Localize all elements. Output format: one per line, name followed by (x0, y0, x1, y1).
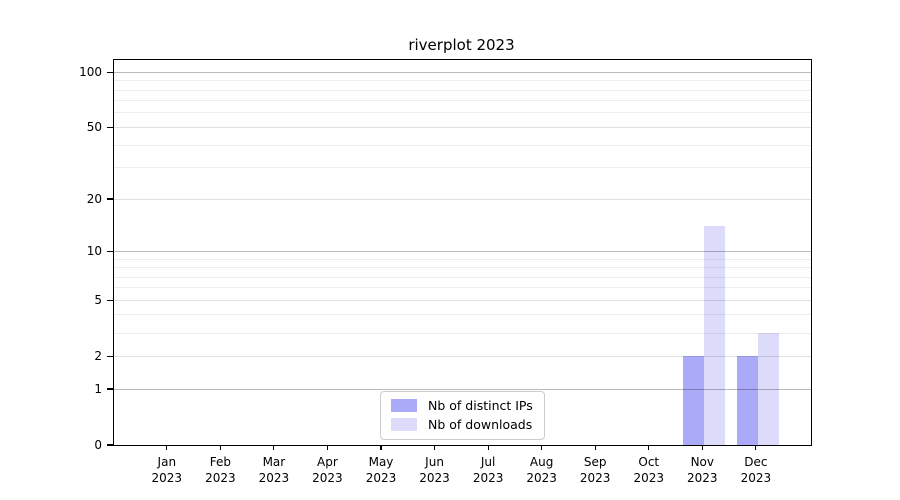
x-axis-tick (487, 445, 489, 450)
x-axis-tick (594, 445, 596, 450)
gridline-major (114, 71, 811, 73)
x-tick-label-may: May 2023 (365, 455, 397, 485)
x-tick-label-aug: Aug 2023 (526, 455, 557, 485)
bar-dec-downloads (757, 333, 779, 445)
y-axis-tick (107, 299, 114, 301)
gridline-minor (114, 167, 811, 169)
bar-nov-downloads (704, 226, 726, 445)
y-tick-label: 100 (79, 65, 102, 80)
legend-row: Nb of downloads (391, 417, 533, 432)
x-tick-label-jun: Jun 2023 (419, 455, 450, 485)
gridline-minor (114, 89, 811, 91)
x-tick-label-feb: Feb 2023 (205, 455, 236, 485)
x-axis-tick (648, 445, 650, 450)
y-tick-label: 5 (94, 293, 102, 308)
gridline-minor (114, 100, 811, 102)
y-tick-label: 20 (86, 192, 102, 207)
y-tick-label: 10 (86, 244, 102, 259)
legend-label-distinct-ips: Nb of distinct IPs (428, 398, 533, 413)
x-axis-tick (433, 445, 436, 450)
gridline-minor (114, 144, 811, 146)
y-axis-tick (107, 71, 114, 73)
legend-label-downloads: Nb of downloads (428, 417, 533, 432)
legend: Nb of distinct IPs Nb of downloads (380, 391, 545, 440)
x-tick-label-oct: Oct 2023 (633, 455, 665, 485)
x-axis-tick (273, 445, 275, 450)
chart-title: riverplot 2023 (408, 36, 515, 54)
y-axis-tick (107, 126, 114, 128)
bar-nov-distinct-ips (683, 356, 705, 445)
x-tick-label-sep: Sep 2023 (579, 455, 611, 485)
legend-swatch-distinct-ips (391, 399, 417, 412)
legend-swatch-downloads (391, 418, 417, 431)
y-axis-tick (107, 388, 114, 390)
x-tick-label-dec: Dec 2023 (740, 455, 772, 485)
gridline-mid (114, 126, 811, 128)
y-tick-label: 50 (86, 120, 102, 135)
x-axis-tick (219, 445, 221, 450)
x-axis-tick (755, 445, 757, 450)
x-axis-tick (701, 445, 703, 450)
x-axis-tick (541, 445, 543, 450)
x-tick-label-apr: Apr 2023 (312, 455, 343, 485)
x-axis-tick (166, 445, 168, 450)
x-axis-tick (326, 445, 329, 450)
gridline-minor (114, 112, 811, 114)
y-tick-label: 2 (94, 349, 102, 364)
y-axis-tick (107, 198, 114, 200)
y-axis-tick (107, 444, 114, 446)
x-tick-label-nov: Nov 2023 (687, 455, 718, 485)
x-tick-label-jan: Jan 2023 (151, 455, 183, 485)
y-axis-tick (107, 250, 114, 252)
gridline-minor (114, 80, 811, 82)
y-tick-label: 0 (94, 438, 102, 452)
bar-dec-distinct-ips (736, 356, 758, 445)
x-axis-tick (380, 445, 382, 450)
x-tick-label-mar: Mar 2023 (258, 455, 290, 485)
x-tick-label-jul: Jul 2023 (472, 455, 504, 485)
y-axis-tick (107, 355, 114, 357)
gridline-mid (114, 198, 811, 200)
plot-area: 0 1 2 5 10 20 50 100 Jan 2023 Feb 2023 Mar 2023 Apr… (79, 59, 812, 485)
legend-row: Nb of distinct IPs (391, 398, 533, 413)
y-tick-label: 1 (94, 382, 102, 396)
